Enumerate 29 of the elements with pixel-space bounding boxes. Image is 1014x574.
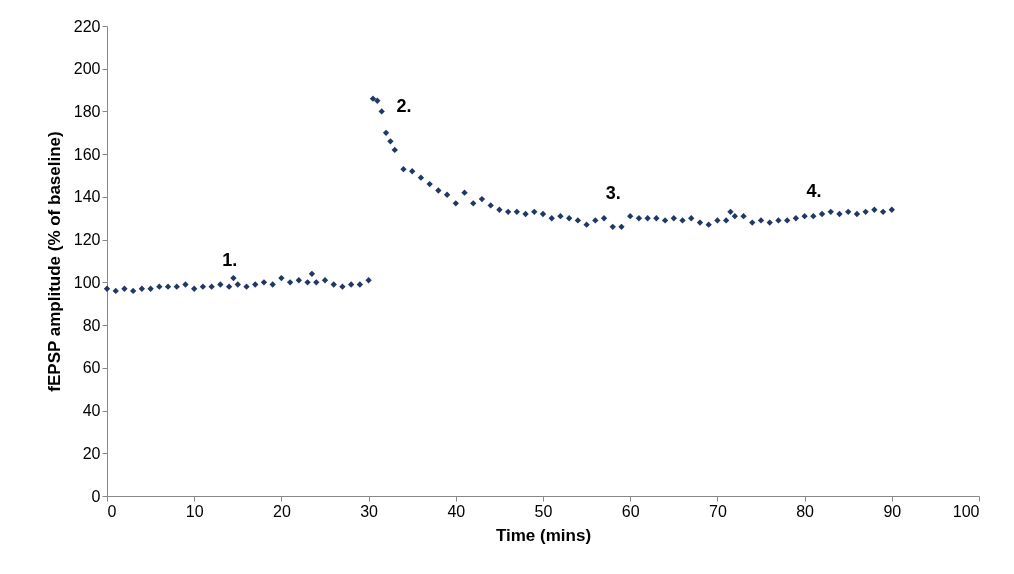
x-tick-label: 0 (107, 502, 117, 520)
x-tick-label: 70 (709, 502, 727, 520)
annotation: 1. (222, 249, 238, 270)
y-axis-title: fEPSP amplitude (% of baseline) (44, 131, 64, 392)
y-tick-label: 80 (82, 316, 101, 334)
x-tick-label: 10 (185, 502, 204, 520)
y-tick-label: 40 (82, 402, 101, 420)
y-tick-label: 60 (82, 359, 101, 377)
y-tick-label: 220 (73, 17, 101, 35)
y-tick-label: 100 (73, 273, 101, 291)
y-tick-label: 160 (73, 145, 101, 163)
y-tick-label: 180 (73, 102, 101, 120)
y-tick-label: 200 (73, 60, 101, 78)
x-tick-label: 100 (952, 502, 980, 520)
x-tick-label: 80 (796, 502, 815, 520)
annotation: 3. (605, 183, 621, 204)
x-tick-label: 50 (534, 502, 553, 520)
x-tick-label: 60 (621, 502, 640, 520)
annotation: 2. (396, 95, 412, 116)
x-tick-label: 20 (273, 502, 291, 520)
y-tick-label: 20 (82, 444, 101, 462)
x-tick-label: 40 (447, 502, 466, 520)
x-axis-title: Time (mins) (495, 525, 592, 545)
y-tick-label: 0 (91, 487, 101, 505)
x-tick-label: 90 (883, 502, 902, 520)
x-tick-label: 30 (360, 502, 379, 520)
y-tick-label: 140 (73, 188, 101, 206)
annotation: 4. (806, 181, 822, 202)
y-tick-label: 120 (73, 231, 101, 249)
